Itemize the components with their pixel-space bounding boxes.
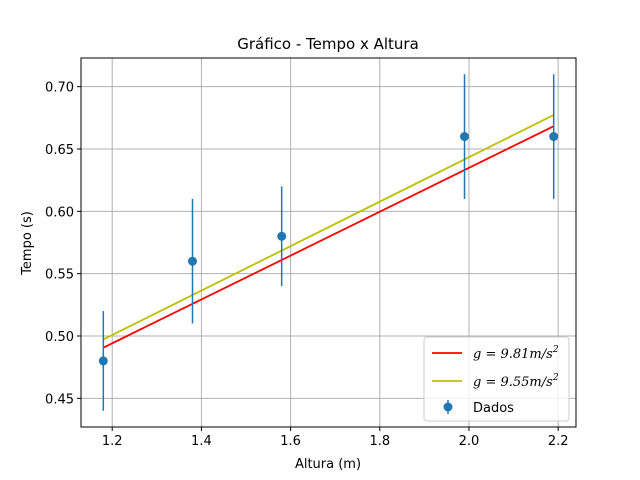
chart-title: Gráfico - Tempo x Altura xyxy=(237,35,419,53)
fit-line-1 xyxy=(102,125,555,349)
fit-line-2 xyxy=(102,114,555,341)
legend-label-g-955: g = 9.55m/s2 xyxy=(473,373,559,390)
grid xyxy=(81,58,576,427)
axes-frame xyxy=(80,57,577,428)
y-tick-label: 0.65 xyxy=(45,143,74,158)
x-tick-label: 1.4 xyxy=(191,434,212,449)
legend-label-g-981: g = 9.81m/s2 xyxy=(473,345,559,362)
data-point xyxy=(187,256,197,266)
plot-area xyxy=(98,74,559,411)
data-point xyxy=(98,356,108,366)
legend-label-dados: Dados xyxy=(473,401,514,416)
x-tick-label: 1.2 xyxy=(102,434,123,449)
legend-swatch-data-marker xyxy=(443,400,453,414)
data-point xyxy=(549,132,559,142)
data-point xyxy=(277,231,287,241)
ticks: 1.2 1.4 1.6 1.8 2.0 2.2 0.45 0.50 0.55 0.60 0.65 0.… xyxy=(45,81,568,449)
legend-box xyxy=(423,336,570,422)
legend-marker xyxy=(443,402,453,412)
x-tick-label: 2.2 xyxy=(548,434,569,449)
y-tick-label: 0.60 xyxy=(45,205,74,220)
y-tick-label: 0.45 xyxy=(45,392,74,407)
x-tick-label: 1.8 xyxy=(369,434,390,449)
y-tick-label: 0.55 xyxy=(45,268,74,283)
y-tick-label: 0.50 xyxy=(45,330,74,345)
x-axis-label: Altura (m) xyxy=(295,457,361,472)
y-axis-label: Tempo (s) xyxy=(20,211,35,276)
y-tick-label: 0.70 xyxy=(45,81,74,96)
legend: g = 9.81m/s2 g = 9.55m/s2 Dados xyxy=(423,336,570,422)
x-tick-label: 2.0 xyxy=(459,434,480,449)
x-tick-label: 1.6 xyxy=(280,434,301,449)
data-point xyxy=(460,132,470,142)
